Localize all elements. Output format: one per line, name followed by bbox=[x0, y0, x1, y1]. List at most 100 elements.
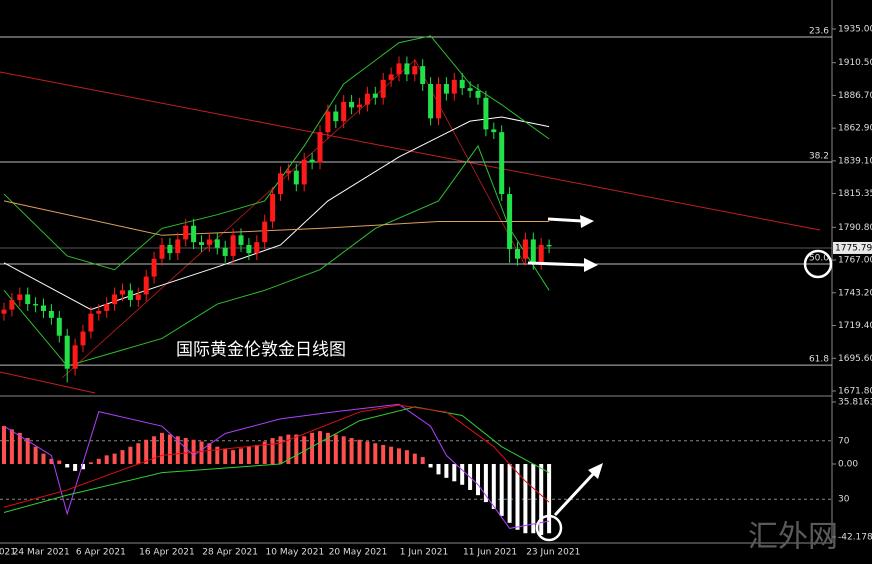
candle-body bbox=[404, 63, 410, 75]
histogram-bar bbox=[531, 463, 536, 534]
arrow bbox=[553, 470, 597, 517]
histogram-bar bbox=[25, 438, 30, 464]
histogram-bar bbox=[183, 438, 188, 464]
histogram-bar bbox=[507, 463, 512, 523]
candle-body bbox=[301, 159, 307, 185]
fib-label: 50.0 bbox=[809, 254, 829, 264]
candle-body bbox=[199, 242, 204, 245]
y-tick-label: 1695.60 bbox=[838, 354, 872, 364]
candle-body bbox=[333, 111, 339, 122]
histogram-bar bbox=[286, 434, 291, 464]
histogram-bar bbox=[460, 463, 465, 485]
overlay-layer: 23.6 38.2 50.0 61.8 bbox=[0, 26, 832, 535]
arrow bbox=[547, 217, 583, 223]
y2-tick-label: -42.1781 bbox=[838, 533, 872, 543]
candle-body bbox=[451, 79, 457, 94]
histogram-bar bbox=[81, 463, 85, 470]
candle-body bbox=[96, 310, 102, 314]
signal-line bbox=[3, 404, 550, 508]
candle-body bbox=[254, 242, 260, 254]
candle-body bbox=[72, 345, 78, 369]
candle-body bbox=[325, 111, 331, 133]
histogram-bar bbox=[144, 439, 149, 464]
histogram-bar bbox=[341, 436, 346, 464]
candle-body bbox=[222, 247, 228, 256]
candle-body bbox=[388, 74, 394, 80]
candle-body bbox=[436, 84, 441, 119]
histogram-bar bbox=[96, 458, 101, 464]
x-tick-label: 20 May 2021 bbox=[329, 548, 388, 558]
candle-body bbox=[538, 244, 544, 263]
y-tick-label: 1886.70 bbox=[838, 91, 872, 101]
x-tick-label: 10 May 2021 bbox=[266, 548, 325, 558]
histogram-bar bbox=[318, 431, 322, 464]
last-price-box bbox=[833, 241, 872, 254]
candle-body bbox=[25, 294, 31, 305]
histogram-bar bbox=[120, 450, 125, 464]
histogram-bar bbox=[2, 425, 6, 464]
histogram-bar bbox=[389, 446, 394, 464]
candle-body bbox=[467, 88, 473, 91]
watermark: 汇外网 bbox=[748, 520, 838, 555]
y2-tick-label: 0.00 bbox=[838, 459, 858, 469]
candle-body bbox=[1, 309, 7, 314]
histogram-bar bbox=[310, 432, 315, 464]
histogram-bar bbox=[41, 453, 46, 464]
candle-body bbox=[64, 335, 70, 369]
histogram-bar bbox=[397, 448, 401, 464]
highlight-circle bbox=[803, 249, 833, 279]
candle-body bbox=[380, 79, 386, 98]
histogram-bar bbox=[381, 444, 386, 464]
histogram-bar bbox=[88, 462, 93, 464]
histogram-bar bbox=[420, 457, 425, 464]
arrows bbox=[527, 215, 603, 517]
candle-body bbox=[104, 304, 110, 311]
candle-body bbox=[230, 235, 236, 256]
candle-body bbox=[475, 90, 481, 98]
histogram-bar bbox=[207, 443, 212, 464]
histogram-bar bbox=[17, 432, 22, 464]
y-tick-label: 1790.80 bbox=[838, 223, 872, 233]
histogram-bar bbox=[199, 441, 204, 464]
candle-body bbox=[9, 299, 15, 310]
candle-body bbox=[341, 101, 347, 122]
oscillator-line bbox=[3, 403, 550, 529]
candle-body bbox=[48, 310, 54, 318]
x-tick-label: 2021 bbox=[0, 548, 16, 558]
candle-body bbox=[372, 93, 378, 98]
histogram-bar bbox=[104, 455, 109, 464]
candle-body bbox=[143, 276, 149, 295]
histogram-bar bbox=[175, 436, 180, 464]
candle-body bbox=[285, 170, 291, 174]
histogram-bar bbox=[499, 463, 504, 516]
candle-body bbox=[309, 159, 315, 163]
histogram-bar bbox=[270, 438, 275, 464]
y-tick-label: 1839.10 bbox=[838, 156, 872, 166]
x-tick-label: 24 Mar 2021 bbox=[13, 548, 70, 558]
candle-body bbox=[120, 290, 125, 295]
candle-body bbox=[443, 84, 449, 94]
candle-body bbox=[483, 97, 489, 130]
candle-body bbox=[522, 239, 528, 259]
candle-body bbox=[175, 239, 181, 254]
trend-line bbox=[414, 59, 526, 266]
candle-body bbox=[159, 244, 165, 259]
histogram-bar bbox=[49, 458, 54, 464]
candle-body bbox=[214, 239, 220, 248]
last-price-label: 1775.79 bbox=[835, 243, 872, 253]
histogram-bar bbox=[302, 436, 307, 464]
histogram-bar bbox=[373, 443, 378, 464]
histogram-bar bbox=[436, 463, 441, 475]
candle-body bbox=[293, 170, 299, 185]
histogram-bar bbox=[9, 429, 14, 464]
candle-body bbox=[317, 132, 323, 163]
histogram-bar bbox=[349, 438, 354, 464]
candle-body bbox=[412, 66, 418, 75]
y-tick-label: 1862.90 bbox=[838, 124, 872, 134]
y3-tick-label: 30 bbox=[838, 495, 850, 505]
candle-body bbox=[270, 194, 276, 222]
candle-body bbox=[17, 294, 23, 300]
histogram-bar bbox=[239, 448, 243, 464]
